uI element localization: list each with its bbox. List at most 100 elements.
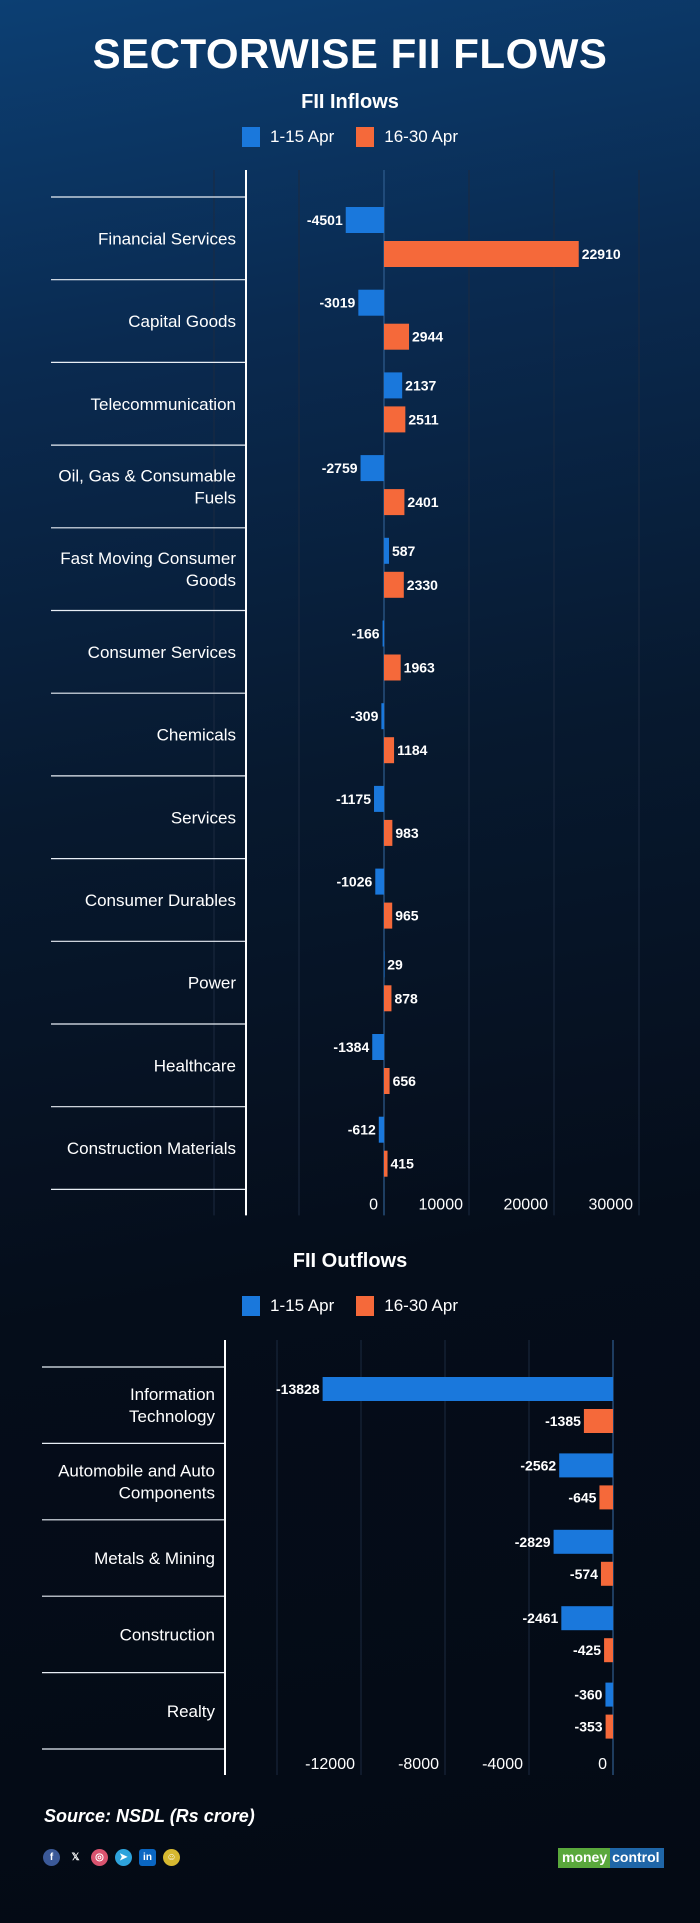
category-label: Goods [186,571,236,590]
x-tick-label: 10000 [419,1196,464,1213]
bar-series1 [384,951,385,978]
category-label: Capital Goods [128,312,236,331]
x-tick-label: 0 [369,1196,378,1213]
legend-item-series2: 16-30 Apr [356,127,458,147]
data-label: 2944 [412,329,443,345]
bar-series2 [384,571,404,598]
x-tick-label: -8000 [398,1756,439,1773]
bar-series1 [553,1529,613,1554]
category-label: Consumer Durables [85,891,236,910]
legend-label-series1: 1-15 Apr [270,127,335,146]
bar-series1 [605,1682,613,1707]
legend-label-series2: 16-30 Apr [384,127,458,146]
category-label: Financial Services [98,229,236,248]
category-label: Construction [120,1625,215,1644]
x-icon[interactable]: 𝕏 [71,1852,80,1863]
data-label: 1963 [404,660,435,676]
legend-swatch-series2 [356,1296,375,1316]
moneycontrol-logo: money control [558,1848,664,1868]
data-label: -645 [568,1489,596,1505]
bar-series2 [600,1561,613,1586]
data-label: 2137 [405,377,436,393]
bar-series1 [372,1034,384,1060]
outflows-chart: Information Technology -13828 -1385 Automobi… [42,1340,614,1775]
legend-swatch-series1 [242,1296,260,1316]
category-label: Power [188,974,237,993]
facebook-icon[interactable]: f [43,1849,60,1866]
bar-series1 [381,703,384,730]
snapchat-icon[interactable]: ☺ [163,1849,180,1866]
category-label: Oil, Gas & Consumable [58,466,236,485]
data-label: -13828 [276,1381,320,1397]
x-tick-label: 0 [598,1756,607,1773]
x-tick-label: -4000 [482,1756,523,1773]
category-label: Information [130,1385,215,1404]
legend-label-series2: 16-30 Apr [384,1296,458,1315]
bar-series2 [599,1485,613,1510]
category-label: Automobile and Auto [58,1462,215,1481]
page-title: SECTORWISE FII FLOWS [92,30,608,77]
legend-item-series1: 1-15 Apr [242,1296,334,1316]
data-label: -1026 [336,874,372,890]
bar-series2 [384,489,405,516]
data-label: 656 [393,1073,417,1089]
data-label: 2330 [407,577,438,593]
legend-item-series2: 16-30 Apr [356,1296,458,1316]
outflows-legend: 1-15 Apr 16-30 Apr [0,1296,700,1316]
bar-series2 [384,241,579,267]
data-label: -1384 [333,1039,369,1055]
data-label: -612 [348,1122,376,1138]
category-label: Construction Materials [67,1139,236,1158]
bar-series2 [384,819,393,846]
bar-series1 [322,1377,613,1401]
data-label: 1184 [397,742,428,758]
data-label: 965 [395,908,419,924]
category-label: Components [119,1484,215,1503]
category-label: Metals & Mining [94,1549,215,1568]
data-label: -1175 [336,791,371,807]
data-label: 878 [394,990,418,1006]
bar-series1 [374,785,384,812]
data-label: -360 [574,1687,602,1703]
data-label: -425 [573,1642,601,1658]
source-note: Source: NSDL (Rs crore) [44,1806,255,1826]
telegram-icon[interactable]: ➤ [115,1849,132,1866]
bar-series2 [384,902,393,929]
linkedin-icon[interactable]: in [139,1849,156,1866]
legend-swatch-series2 [356,127,375,147]
bar-series1 [358,289,384,316]
x-tick-label: 20000 [504,1196,549,1213]
data-label: 587 [392,543,416,559]
inflows-legend: 1-15 Apr 16-30 Apr [0,127,700,147]
instagram-icon[interactable]: ◎ [91,1849,108,1866]
bar-series1 [375,868,384,895]
bar-series2 [384,654,401,681]
x-tick-label: 30000 [589,1196,634,1213]
bar-series2 [384,1150,388,1177]
category-label: Services [171,808,236,827]
legend-label-series1: 1-15 Apr [270,1296,335,1315]
logo-part-control: control [610,1848,664,1868]
bar-series1 [384,372,403,399]
data-label: 2511 [408,411,439,427]
data-label: 29 [387,956,403,972]
bar-series2 [583,1409,613,1433]
data-label: -2562 [520,1457,556,1473]
category-label: Technology [129,1407,216,1426]
bar-series1 [345,207,384,233]
category-label: Telecommunication [90,395,236,414]
outflows-title: FII Outflows [292,1250,408,1272]
data-label: 415 [391,1156,415,1172]
data-label: -2829 [515,1534,551,1550]
data-label: -3019 [320,295,356,311]
data-label: -1385 [545,1413,581,1429]
bar-series1 [360,455,384,482]
legend-swatch-series1 [242,127,260,147]
bar-series1 [378,1116,384,1143]
data-label: -4501 [307,212,343,228]
logo-part-money: money [558,1848,611,1868]
data-label: 983 [395,825,419,841]
bar-series2 [604,1638,613,1663]
category-label: Healthcare [154,1056,236,1075]
inflows-title: FII Inflows [301,91,399,113]
